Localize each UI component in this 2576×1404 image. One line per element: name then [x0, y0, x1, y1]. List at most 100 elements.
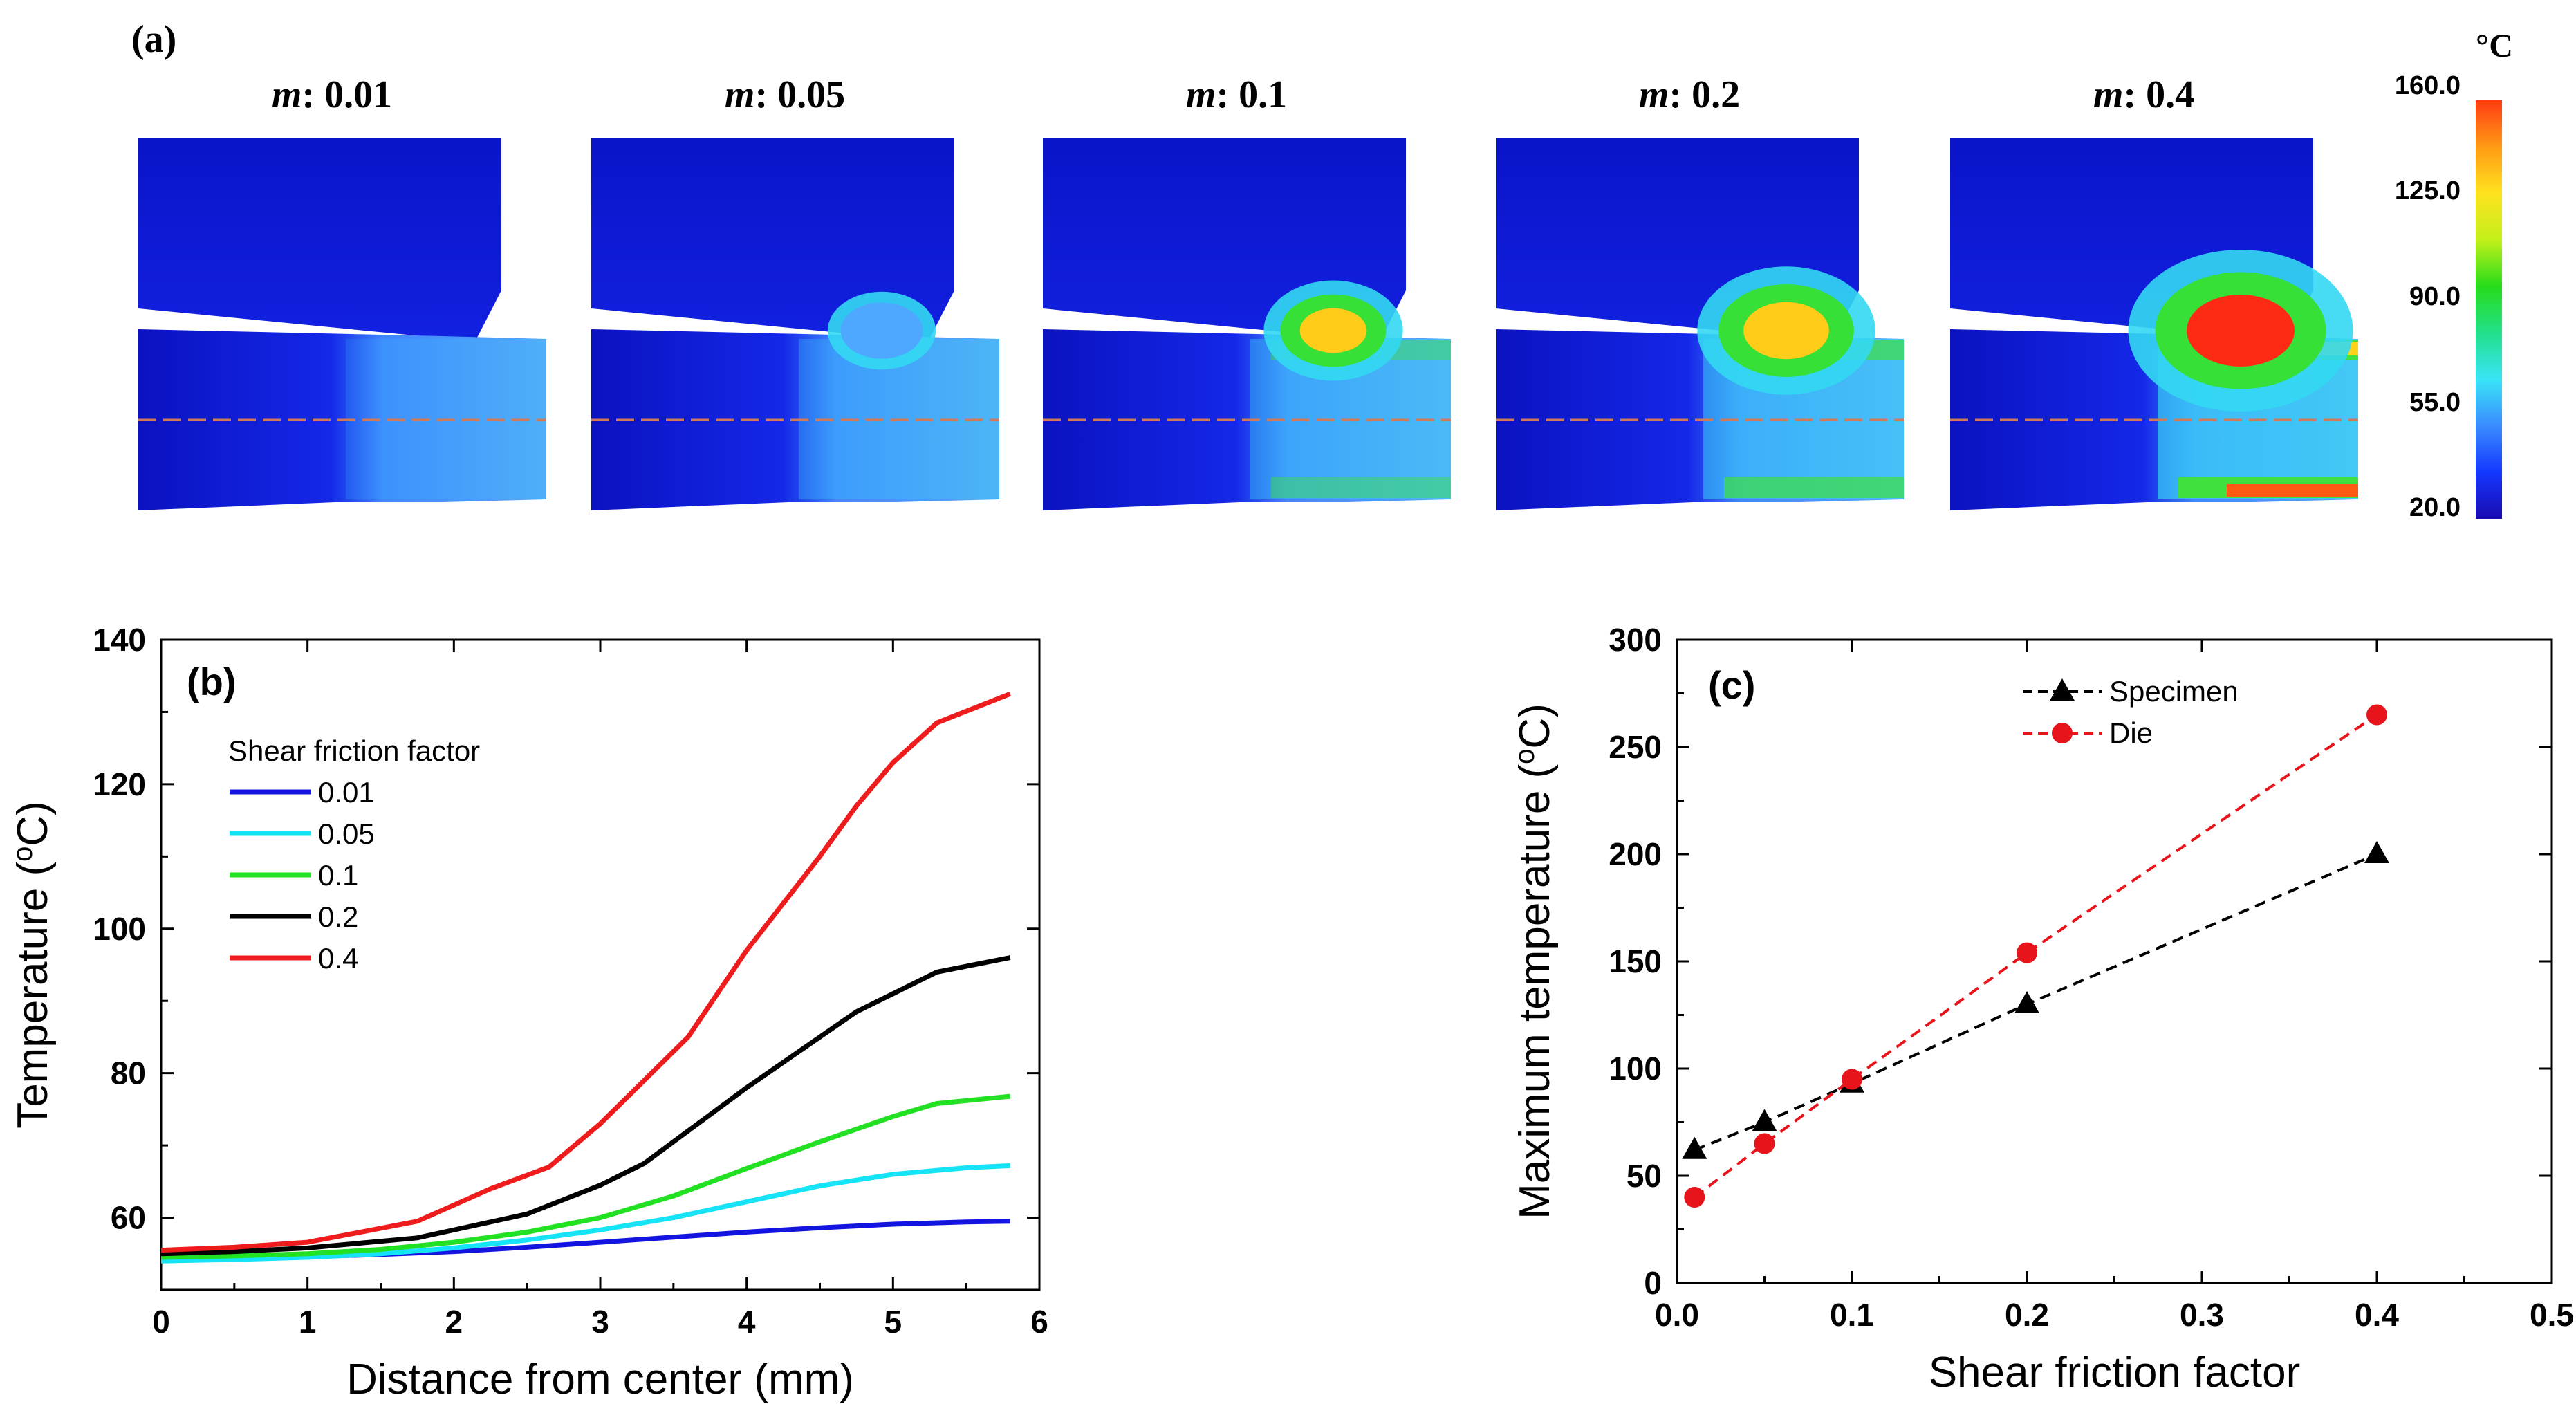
- panel-label-b: (b): [187, 660, 237, 703]
- die-point: [1684, 1187, 1705, 1208]
- y-tick-label: 50: [1627, 1158, 1662, 1194]
- colorbar-unit: °C: [2476, 28, 2513, 64]
- contour-map-m-0.4: m: 0.4: [1950, 73, 2358, 510]
- panel-label-c: (c): [1708, 663, 1755, 707]
- series-line-0.1: [160, 1093, 1011, 1260]
- x-axis-label: Distance from center (mm): [346, 1356, 854, 1403]
- x-tick-label: 3: [591, 1304, 609, 1340]
- legend-label: Specimen: [2109, 675, 2239, 708]
- y-tick-label: 100: [1609, 1051, 1662, 1087]
- case-m-value: : 0.1: [1216, 73, 1287, 116]
- bottom-surface-band: [1271, 477, 1451, 498]
- x-axis-label: Shear friction factor: [1929, 1349, 2301, 1396]
- x-tick-label: 2: [445, 1304, 463, 1340]
- colorbar-gradient: [2476, 100, 2502, 519]
- y-tick-label: 150: [1609, 943, 1662, 979]
- y-tick-label: 250: [1609, 729, 1662, 765]
- case-m-value: : 0.2: [1669, 73, 1740, 116]
- case-title: m: 0.01: [272, 73, 392, 116]
- contour-map-m-0.1: m: 0.1: [1043, 73, 1451, 510]
- die-body: [591, 138, 954, 338]
- specimen-point: [2014, 991, 2039, 1013]
- case-title: m: 0.05: [725, 73, 845, 116]
- x-tick-label: 0: [152, 1304, 170, 1340]
- case-m-symbol: m: [1639, 73, 1669, 116]
- die-point: [2017, 942, 2037, 963]
- colorbar-tick-label: 90.0: [2409, 282, 2461, 311]
- specimen-point: [1682, 1136, 1707, 1159]
- case-title: m: 0.2: [1639, 73, 1740, 116]
- x-tick-label: 0.0: [1655, 1297, 1699, 1333]
- y-axis-label-part: C): [9, 801, 57, 846]
- legend-label: Die: [2109, 717, 2153, 749]
- x-tick-label: 0.1: [1830, 1297, 1874, 1333]
- hot-spot-core: [1299, 308, 1367, 353]
- die-body: [138, 138, 501, 338]
- x-tick-label: 0.5: [2530, 1297, 2574, 1333]
- y-axis-label-part: o: [1510, 749, 1540, 764]
- bottom-surface-band: [1724, 477, 1904, 498]
- legend-label: 0.2: [318, 900, 358, 933]
- case-m-value: : 0.4: [2123, 73, 2194, 116]
- y-tick-label: 0: [1644, 1265, 1662, 1301]
- specimen-point: [2364, 841, 2389, 863]
- y-axis-label: Temperature (oC): [8, 801, 57, 1129]
- y-axis-label-part: Maximum temperature (: [1511, 764, 1559, 1219]
- y-tick-label: 100: [93, 911, 146, 947]
- panel-c-scatter-chart: 0.0 0.1 0.2 0.3 0.4 0.5 0 50 100 150 200 250 300 Shea…: [1510, 622, 2574, 1396]
- series-line-die: [1694, 713, 2378, 1199]
- x-tick-label: 4: [738, 1304, 756, 1340]
- x-tick-label: 6: [1030, 1304, 1048, 1340]
- colorbar-tick-label: 20.0: [2409, 493, 2461, 522]
- colorbar-tick-label: 55.0: [2409, 388, 2461, 417]
- y-axis-label-part: Temperature (: [9, 862, 57, 1129]
- x-tick-label: 0.3: [2180, 1297, 2224, 1333]
- case-m-symbol: m: [2093, 73, 2124, 116]
- panel-b-line-chart: 0 1 2 3 4 5 6 60 80 100 120 140 Distance from center…: [8, 622, 1048, 1403]
- panel-label-a: (a): [131, 18, 176, 61]
- legend-label: 0.01: [318, 776, 375, 809]
- case-m-value: : 0.01: [302, 73, 392, 116]
- die-point: [1754, 1133, 1775, 1154]
- hot-spot-core: [2187, 295, 2295, 367]
- case-title: m: 0.1: [1186, 73, 1287, 116]
- y-axis-label-part: o: [8, 847, 38, 862]
- hot-spot-mid: [840, 302, 923, 359]
- die-point: [2366, 704, 2387, 726]
- case-m-symbol: m: [272, 73, 302, 116]
- legend-label: 0.4: [318, 942, 358, 975]
- contour-map-m-0.01: m: 0.01: [138, 73, 546, 510]
- x-tick-label: 5: [884, 1304, 902, 1340]
- y-axis-label: Maximum temperature (oC): [1510, 703, 1559, 1219]
- legend-title: Shear friction factor: [228, 735, 480, 767]
- bottom-hot-band: [2227, 484, 2358, 497]
- y-tick-label: 60: [111, 1200, 146, 1236]
- y-tick-label: 120: [93, 766, 146, 802]
- case-m-symbol: m: [725, 73, 755, 116]
- series-line-0.05: [160, 1163, 1010, 1264]
- contour-map-m-0.05: m: 0.05: [591, 73, 999, 510]
- y-axis-label-part: C): [1511, 703, 1559, 748]
- series-line-0.4: [160, 692, 1011, 1253]
- y-tick-label: 200: [1609, 836, 1662, 872]
- legend-label: 0.05: [318, 818, 375, 850]
- specimen-point: [1752, 1109, 1777, 1131]
- x-tick-label: 0.2: [2005, 1297, 2049, 1333]
- contour-map-m-0.2: m: 0.2: [1496, 73, 1904, 510]
- x-tick-label: 1: [299, 1304, 317, 1340]
- panel-a-contour-maps: (a)m: 0.01 m: 0.05 m: 0.1 m: 0.2 m: 0.4°C160…: [131, 18, 2513, 522]
- y-tick-label: 140: [93, 622, 146, 658]
- case-m-value: : 0.05: [754, 73, 845, 116]
- colorbar-tick-label: 160.0: [2395, 71, 2461, 100]
- die-point: [1842, 1069, 1862, 1090]
- y-tick-label: 300: [1609, 622, 1662, 658]
- colorbar: °C 160.0 125.0 90.0 55.0 20.0: [2395, 28, 2513, 522]
- colorbar-tick-label: 125.0: [2395, 176, 2461, 205]
- legend-label: 0.1: [318, 859, 358, 892]
- series-line-specimen: [1694, 853, 2378, 1152]
- case-title: m: 0.4: [2093, 73, 2194, 116]
- legend-marker-specimen: [2050, 678, 2075, 701]
- case-m-symbol: m: [1186, 73, 1216, 116]
- legend-marker-die: [2052, 723, 2073, 743]
